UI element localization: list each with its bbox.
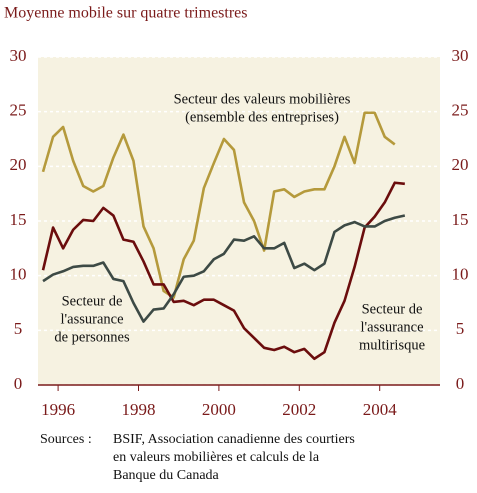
- y-tick-label: 30: [10, 46, 27, 65]
- annotation: l'assurance: [361, 319, 424, 335]
- y2-tick-label: 0: [456, 374, 465, 393]
- annotation: multirisque: [359, 337, 425, 353]
- x-tick-label: 1998: [122, 400, 156, 419]
- series-line: [41, 181, 405, 361]
- y-tick-label: 5: [14, 319, 23, 338]
- y-tick-label: 15: [10, 210, 27, 229]
- source-line: Banque du Canada: [113, 468, 220, 483]
- annotation: (ensemble des entreprises): [185, 109, 339, 125]
- y2-tick-label: 15: [452, 210, 469, 229]
- y-tick-label: 20: [10, 155, 27, 174]
- x-tick-label: 2002: [282, 400, 316, 419]
- source-label: Sources :: [40, 432, 92, 447]
- annotation: Secteur des valeurs mobilières: [174, 91, 351, 107]
- annotation: de personnes: [54, 329, 130, 345]
- annotation: Secteur de: [62, 293, 123, 309]
- y2-tick-label: 10: [452, 265, 469, 284]
- y-tick-label: 25: [10, 101, 27, 120]
- y2-tick-label: 30: [452, 46, 469, 65]
- y2-tick-label: 20: [452, 155, 469, 174]
- source-line: BSIF, Association canadienne des courtie…: [113, 432, 355, 447]
- y2-tick-label: 5: [456, 319, 465, 338]
- series-line: [41, 111, 396, 299]
- source-line: en valeurs mobilières et calculs de la: [113, 450, 320, 465]
- annotation: l'assurance: [61, 311, 124, 327]
- x-tick-label: 2004: [363, 400, 398, 419]
- y-tick-label: 10: [10, 265, 27, 284]
- chart-title: Moyenne mobile sur quatre trimestres: [4, 5, 248, 22]
- x-tick-label: 1996: [41, 400, 75, 419]
- series-line: [42, 214, 406, 323]
- y2-tick-label: 25: [452, 101, 469, 120]
- y-tick-label: 0: [14, 374, 23, 393]
- annotation: Secteur de: [362, 301, 423, 317]
- x-tick-label: 2000: [202, 400, 236, 419]
